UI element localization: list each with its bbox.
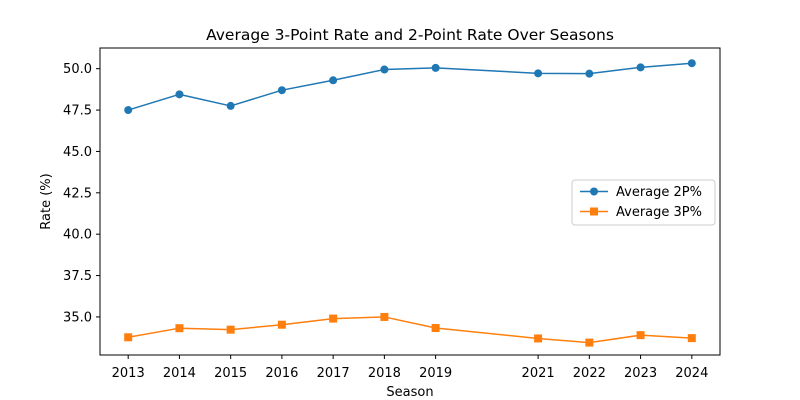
series-average-3p: [124, 312, 696, 347]
data-point: [124, 333, 133, 342]
x-tick-label: 2013: [112, 366, 145, 381]
data-point: [534, 334, 543, 343]
legend-marker: [590, 207, 598, 216]
y-axis-label: Rate (%): [39, 173, 54, 229]
plot-frame: [99, 47, 721, 356]
x-tick-label: 2021: [522, 366, 555, 381]
data-point: [585, 338, 594, 347]
data-point: [124, 106, 133, 115]
data-point: [380, 312, 389, 321]
x-tick-label: 2018: [368, 366, 401, 381]
data-point: [431, 63, 440, 72]
data-point: [687, 59, 696, 68]
legend-label: Average 3P%: [616, 205, 702, 220]
legend: Average 2P% Average 3P%: [571, 179, 716, 226]
data-point: [687, 334, 696, 343]
data-point: [585, 69, 594, 78]
data-point: [175, 324, 184, 333]
data-point: [636, 63, 645, 72]
y-tick-label: 40.0: [63, 228, 92, 243]
data-point: [226, 325, 235, 334]
data-point: [380, 65, 389, 74]
x-axis-label: Season: [386, 385, 433, 400]
x-tick-label: 2014: [163, 366, 196, 381]
x-tick-label: 2015: [214, 366, 247, 381]
data-point: [226, 101, 235, 110]
series-average-2p: [124, 59, 696, 115]
x-tick-label: 2024: [675, 366, 708, 381]
y-tick-label: 47.5: [63, 104, 92, 119]
x-tick-label: 2019: [419, 366, 452, 381]
series-line: [127, 62, 692, 111]
data-point: [636, 331, 645, 340]
data-point: [329, 76, 338, 85]
y-tick-label: 50.0: [63, 62, 92, 77]
data-point: [431, 324, 440, 333]
legend-label: Average 2P%: [616, 185, 702, 200]
x-axis: 2013 2014 2015 2016 2017 2018 2019 2021 2022 2023…: [112, 355, 708, 381]
data-point: [277, 320, 286, 329]
x-tick-label: 2017: [317, 366, 350, 381]
series-line: [128, 316, 692, 344]
chart-title: Average 3-Point Rate and 2-Point Rate Ov…: [206, 26, 614, 44]
y-tick-label: 45.0: [63, 145, 92, 160]
plot-area: [124, 59, 696, 347]
x-tick-label: 2022: [573, 366, 606, 381]
legend-marker: [590, 187, 598, 196]
data-point: [534, 69, 543, 78]
data-point: [329, 314, 338, 323]
y-tick-label: 35.0: [63, 310, 92, 325]
legend-item: Average 3P%: [580, 205, 702, 220]
data-point: [175, 90, 184, 99]
x-tick-label: 2016: [265, 366, 298, 381]
x-tick-label: 2023: [624, 366, 657, 381]
legend-item: Average 2P%: [580, 185, 702, 200]
y-tick-label: 42.5: [63, 186, 92, 201]
y-tick-label: 37.5: [63, 269, 92, 284]
data-point: [277, 86, 286, 95]
y-axis: 35.0 37.5 40.0 42.5 45.0 47.5 50.0: [63, 62, 100, 325]
